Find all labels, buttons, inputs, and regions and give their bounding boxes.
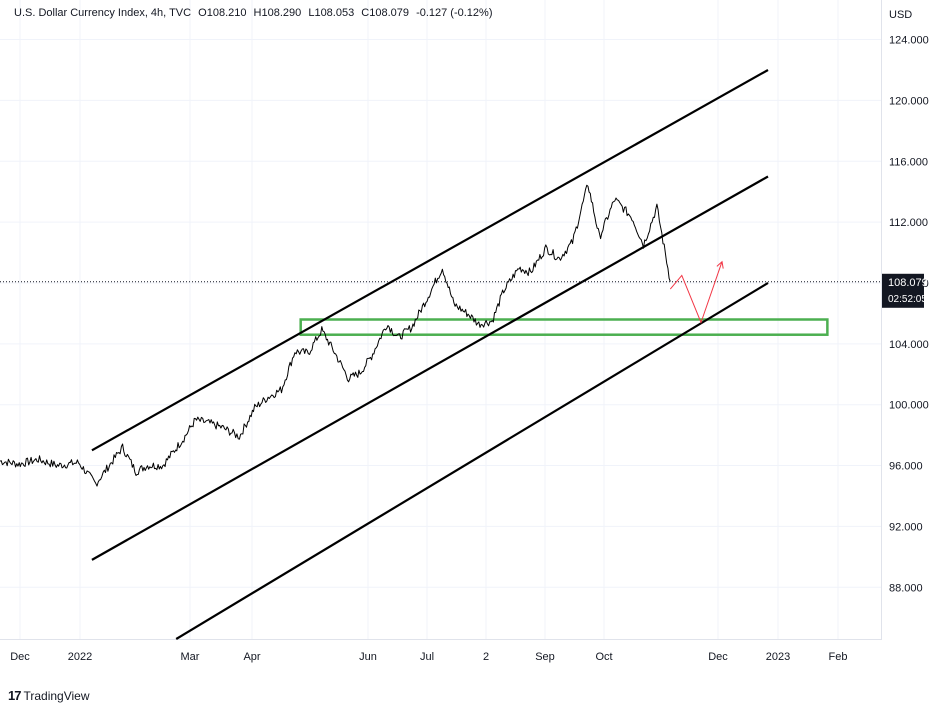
legend-low: L108.053 <box>308 7 355 19</box>
time-axis-separator <box>0 639 881 640</box>
channel-line <box>175 282 769 640</box>
y-tick-label: 124.000 <box>889 35 929 47</box>
y-tick-label: 112.000 <box>889 217 928 229</box>
x-tick-label: Jul <box>420 651 434 663</box>
time-axis[interactable]: Dec 2022 Mar Apr Jun Jul 2 Sep Oct Dec 2023 Feb <box>10 651 847 663</box>
y-tick-label: 88.000 <box>889 582 923 594</box>
channel-layer <box>91 69 769 640</box>
tradingview-name: TradingView <box>23 688 90 703</box>
y-tick-label: 116.000 <box>889 156 928 168</box>
y-tick-label: 120.000 <box>889 95 929 107</box>
last-price-value: 108.079 <box>888 277 928 289</box>
y-tick-label: 104.000 <box>889 339 929 351</box>
price-axis-separator <box>881 0 882 640</box>
y-tick-label: 92.000 <box>889 521 923 533</box>
price-line <box>0 184 671 487</box>
price-axis[interactable]: 124.000120.000116.000112.000108.000104.0… <box>889 35 929 595</box>
price-series-layer <box>0 184 671 487</box>
legend-symbol[interactable]: U.S. Dollar Currency Index, 4h, TVC <box>14 7 192 19</box>
x-tick-label: Mar <box>181 651 200 663</box>
x-tick-label: Dec <box>708 651 728 663</box>
x-tick-label: Jun <box>359 651 377 663</box>
projection-layer <box>669 260 724 324</box>
projection-arrowhead <box>716 260 724 269</box>
legend-open: O108.210 <box>198 7 247 19</box>
x-tick-label: Oct <box>595 651 612 663</box>
x-tick-label: 2 <box>483 651 489 663</box>
projection-path <box>669 261 723 324</box>
last-price-countdown: 02:52:05 <box>888 294 927 305</box>
y-tick-label: 96.000 <box>889 461 923 473</box>
y-tick-label: 100.000 <box>889 400 929 412</box>
price-axis-unit: USD <box>889 9 912 21</box>
support-zone-layer <box>299 318 829 336</box>
x-tick-label: Apr <box>243 651 260 663</box>
support-zone <box>299 318 829 336</box>
x-tick-label: Dec <box>10 651 30 663</box>
x-tick-label: 2023 <box>766 651 790 663</box>
x-tick-label: Sep <box>535 651 555 663</box>
x-tick-label: Feb <box>829 651 848 663</box>
x-tick-label: 2022 <box>68 651 92 663</box>
legend-high: H108.290 <box>253 7 302 19</box>
legend-close: C108.079 <box>361 7 409 19</box>
channel-line <box>91 175 769 561</box>
last-price-badge: 108.079 02:52:05 <box>882 273 928 308</box>
tradingview-brand[interactable]: 17 TradingView <box>8 688 90 703</box>
chart-legend: U.S. Dollar Currency Index, 4h, TVC O108… <box>14 7 497 19</box>
legend-change: -0.127 (-0.12%) <box>416 7 493 19</box>
channel-line <box>91 69 769 452</box>
tradingview-logo-icon: 17 <box>8 688 22 703</box>
